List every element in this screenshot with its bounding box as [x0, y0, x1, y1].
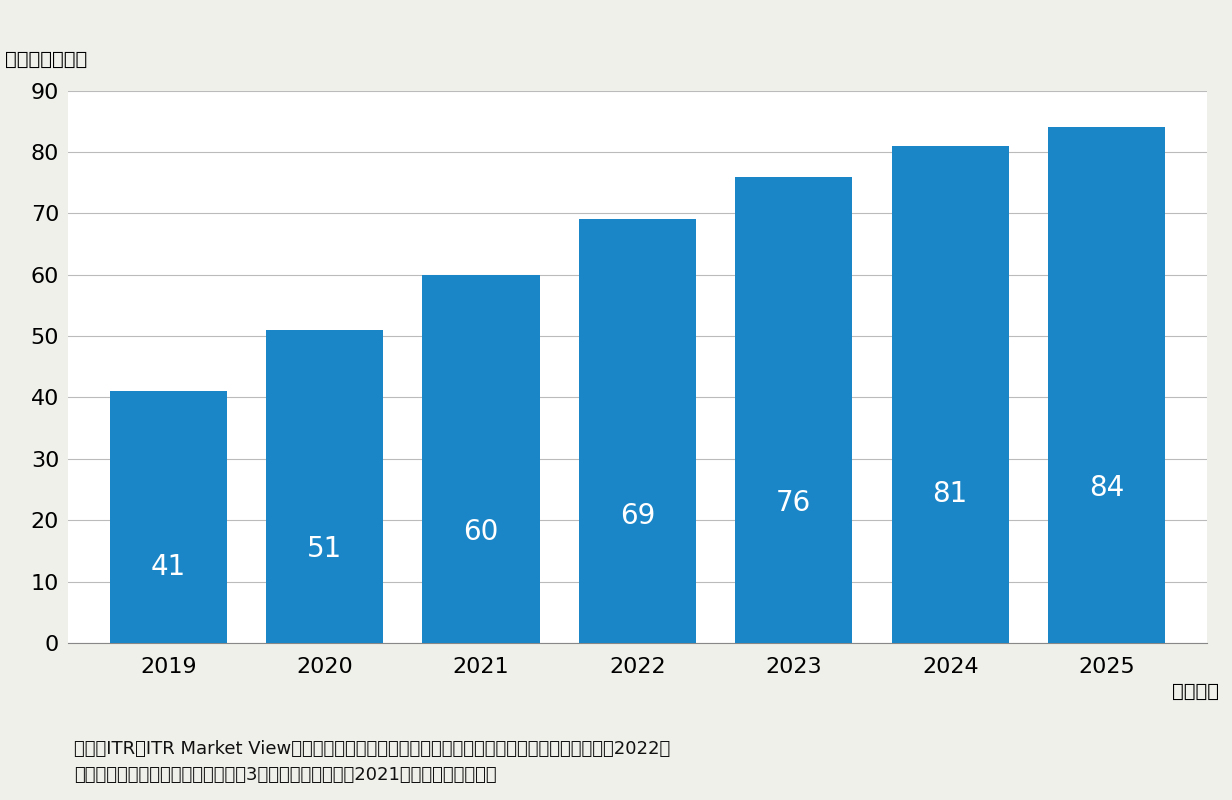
Text: 84: 84 [1089, 474, 1125, 502]
Bar [1048, 127, 1165, 643]
Bar [892, 146, 1009, 643]
Text: 出典：ITR『ITR Market View：アイデンティティ・アクセス管理／個人認証型セキュリティ市場202​2』: 出典：ITR『ITR Market View：アイデンティティ・アクセス管理／個… [74, 740, 670, 758]
Bar [110, 391, 227, 643]
Text: 76: 76 [776, 489, 812, 517]
Text: 41: 41 [150, 554, 186, 582]
Text: （単位：億円）: （単位：億円） [5, 50, 87, 69]
Text: （年度）: （年度） [1172, 682, 1218, 701]
Text: ＊ベンダーの売上金額を対象とし、3月期ベースで换算　2021年度以降は予測値。: ＊ベンダーの売上金額を対象とし、3月期ベースで换算 2021年度以降は予測値。 [74, 766, 496, 784]
Bar [423, 274, 540, 643]
Text: 81: 81 [933, 480, 968, 508]
Text: 51: 51 [307, 535, 342, 563]
Text: 60: 60 [463, 518, 499, 546]
Bar [736, 177, 853, 643]
Bar [266, 330, 383, 643]
Bar [579, 219, 696, 643]
Text: 69: 69 [620, 502, 655, 530]
